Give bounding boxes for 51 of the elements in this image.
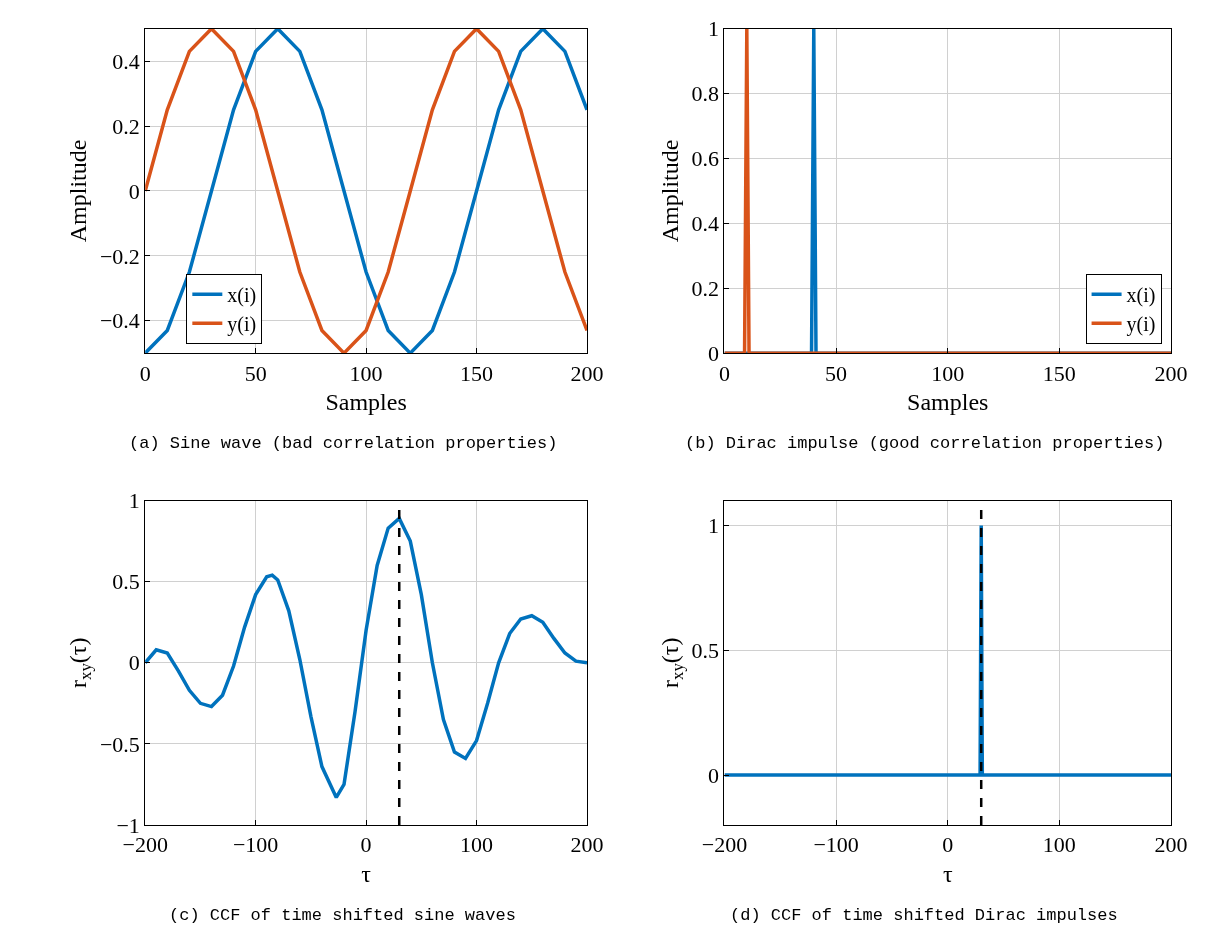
x-tick-label: 50	[825, 360, 848, 386]
y-tick-label: 0	[708, 762, 720, 788]
x-tick-label: 150	[460, 360, 494, 386]
x-tick-label: −200	[701, 832, 748, 858]
x-tick-label: −100	[813, 832, 859, 858]
y-axis-title: Amplitude	[656, 139, 683, 243]
x-axis-title: Samples	[325, 388, 407, 415]
x-tick-label: 100	[1042, 832, 1076, 858]
line-series	[145, 28, 587, 354]
y-tick-label: 0.2	[112, 113, 140, 139]
text: (d) CCF of time shifted Dirac impulses	[730, 906, 1118, 925]
y-tick-label: 0.4	[112, 48, 140, 74]
x-axis-title: τ	[361, 860, 372, 887]
x-tick-label: 100	[349, 360, 383, 386]
legend-label: y(i)	[1126, 313, 1156, 337]
y-tick-label: 0.8	[691, 81, 720, 107]
y-tick-label: 1	[708, 16, 720, 42]
y-tick-label: 0.4	[691, 211, 720, 237]
text: (b) Dirac impulse (good correlation properties)	[685, 434, 1165, 453]
legend-label: x(i)	[1126, 284, 1156, 308]
x-axis-title: τ	[942, 860, 953, 887]
y-tick-label: 0.5	[112, 569, 140, 595]
x-tick-label: 200	[570, 360, 604, 386]
x-tick-label: 0	[360, 832, 372, 858]
x-tick-label: 100	[460, 832, 494, 858]
y-tick-label: 0.6	[691, 146, 720, 172]
y-tick-label: 1	[708, 513, 720, 539]
x-tick-label: 0	[942, 832, 954, 858]
y-tick-label: −0.2	[99, 243, 140, 269]
x-tick-label: −100	[232, 832, 279, 858]
line-series	[145, 516, 587, 800]
y-tick-label: 0	[708, 340, 720, 366]
y-tick-label: 0.5	[691, 637, 720, 663]
x-axis-title: Samples	[907, 388, 989, 415]
y-tick-label: 0	[128, 650, 140, 676]
y-axis-title: Amplitude	[64, 139, 91, 243]
x-tick-label: 150	[1042, 360, 1076, 386]
legend-label: y(i)	[227, 313, 257, 337]
x-tick-label: 100	[931, 360, 965, 386]
y-tick-label: 1	[128, 488, 140, 514]
x-tick-label: 200	[1154, 360, 1188, 386]
text: (a) Sine wave (bad correlation properties)	[129, 434, 558, 453]
legend-label: x(i)	[227, 284, 257, 308]
y-tick-label: 0.2	[691, 275, 720, 301]
y-tick-label: −0.5	[99, 731, 140, 757]
x-tick-label: 50	[244, 360, 267, 386]
y-tick-label: −0.4	[99, 308, 140, 334]
x-tick-label: 200	[570, 832, 604, 858]
text: (c) CCF of time shifted sine waves	[169, 906, 516, 925]
x-tick-label: 200	[1154, 832, 1188, 858]
y-tick-label: 0	[128, 178, 140, 204]
